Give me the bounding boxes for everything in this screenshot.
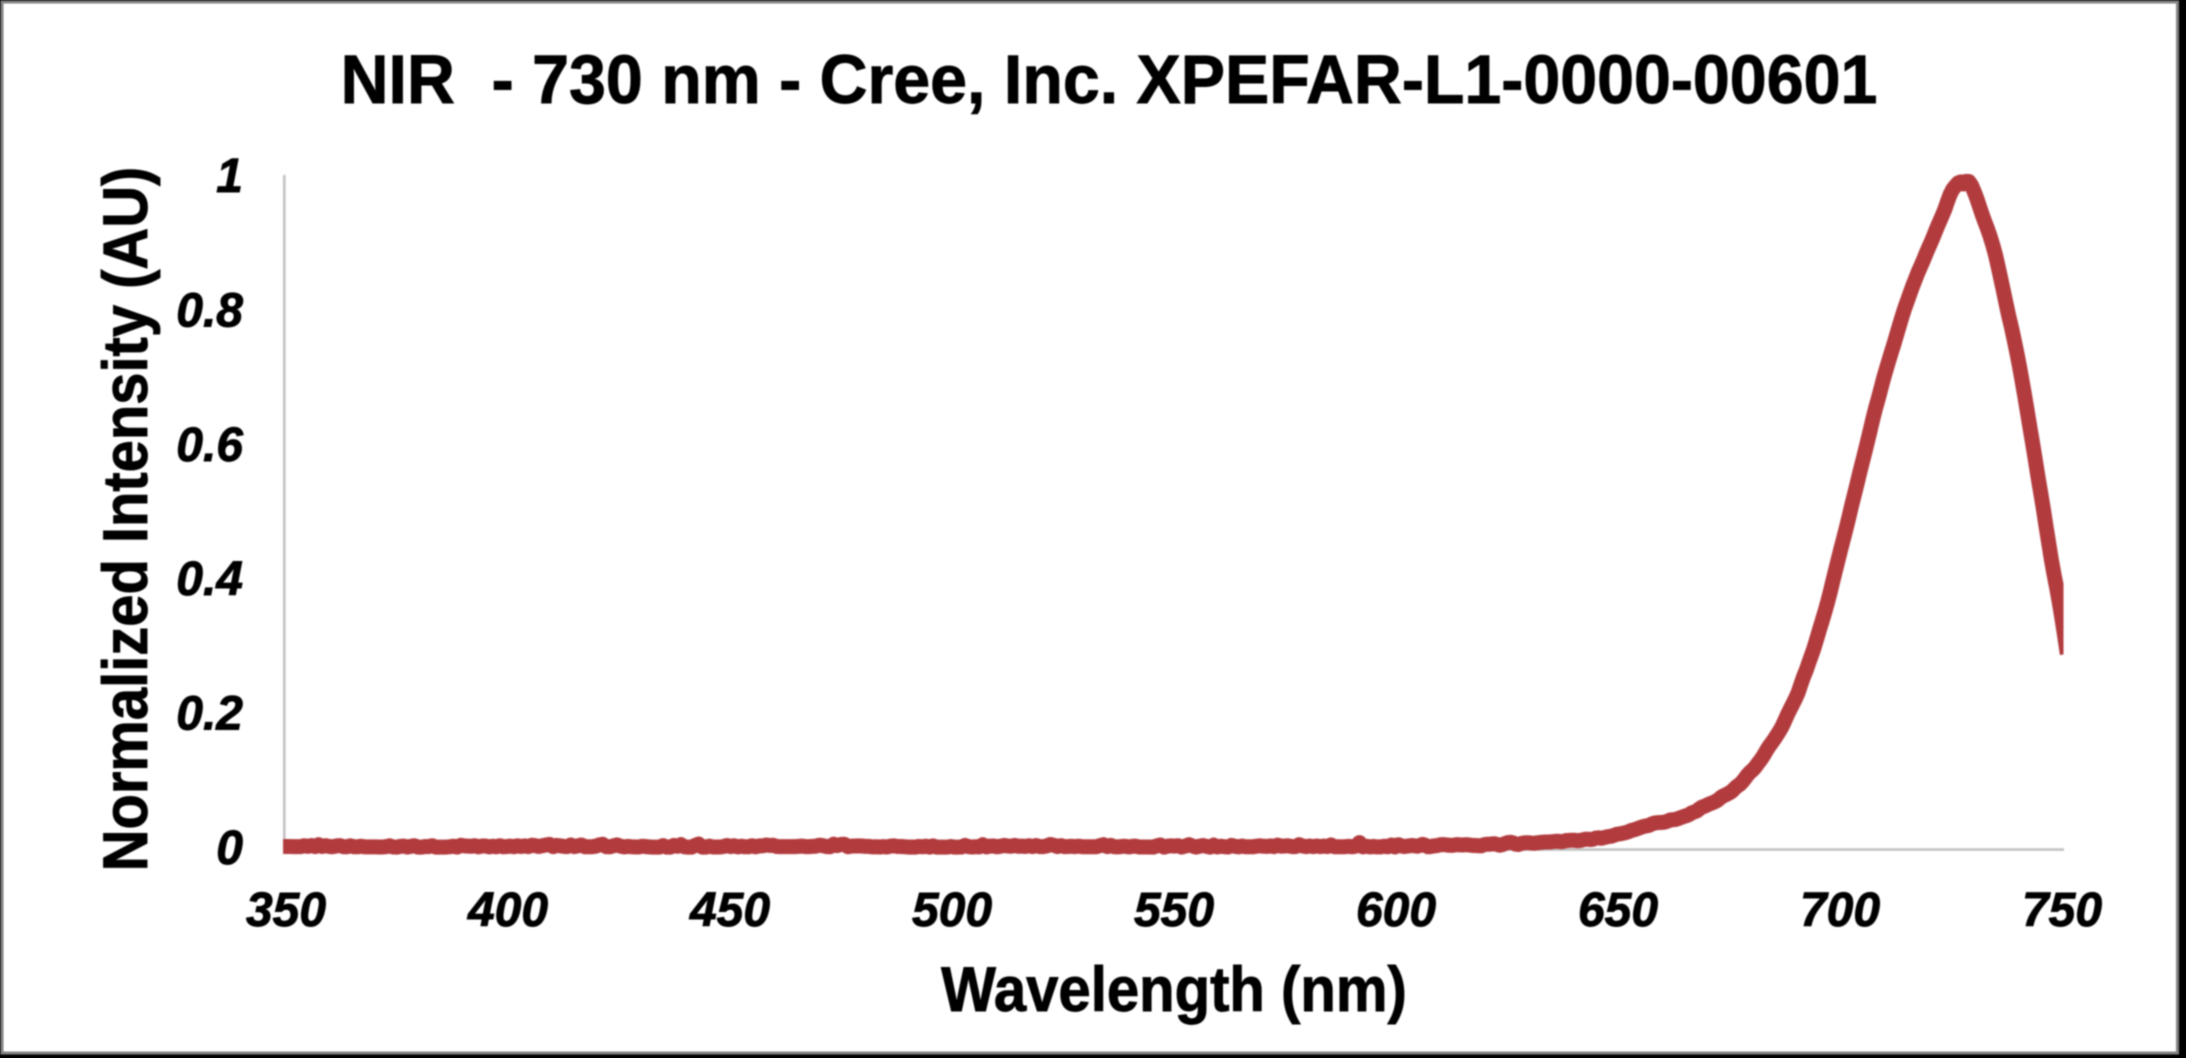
svg-text:0.8: 0.8: [176, 284, 243, 337]
svg-text:0.6: 0.6: [176, 419, 243, 472]
svg-text:500: 500: [912, 884, 992, 937]
svg-text:350: 350: [246, 884, 326, 937]
svg-text:Wavelength (nm): Wavelength (nm): [941, 954, 1407, 1025]
svg-text:Normalized Intensity (AU): Normalized Intensity (AU): [90, 167, 161, 872]
svg-text:NIR - 730 nm - Cree, Inc. XPE: NIR - 730 nm - Cree, Inc. XPEFAR-L1-0000…: [341, 42, 1878, 118]
svg-text:1: 1: [216, 150, 243, 203]
svg-text:450: 450: [689, 884, 770, 937]
svg-text:400: 400: [467, 884, 548, 937]
svg-text:0: 0: [216, 822, 243, 875]
svg-text:0.4: 0.4: [176, 553, 243, 606]
svg-text:750: 750: [2022, 884, 2102, 937]
svg-text:650: 650: [1578, 884, 1658, 937]
svg-text:700: 700: [1800, 884, 1880, 937]
svg-text:600: 600: [1356, 884, 1436, 937]
svg-text:550: 550: [1134, 884, 1214, 937]
svg-text:0.2: 0.2: [176, 688, 243, 741]
